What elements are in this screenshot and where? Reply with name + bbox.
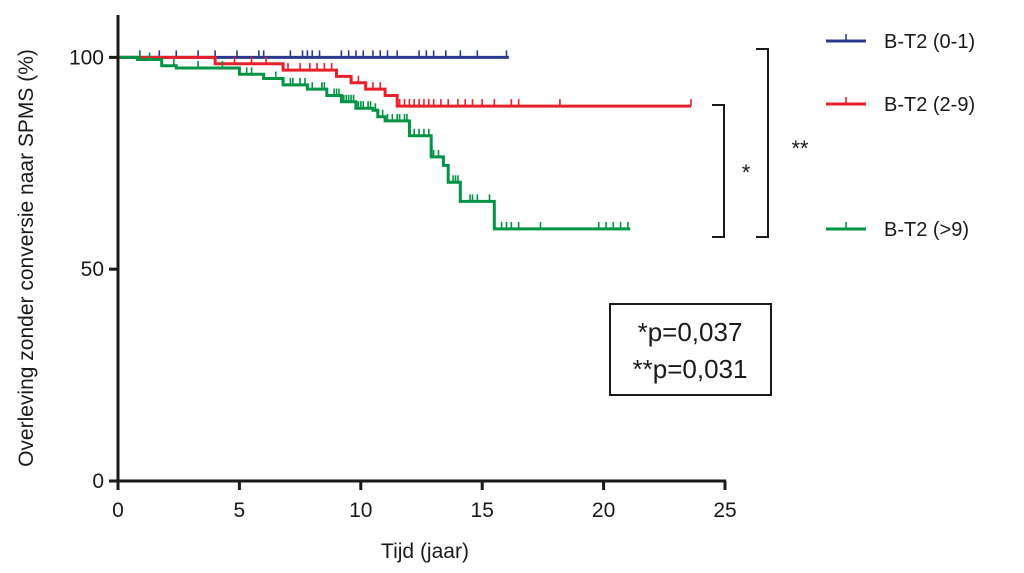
x-tick-label: 5: [234, 499, 246, 522]
x-tick-label: 15: [471, 499, 494, 522]
legend-item-b-t2-0-1: B-T2 (0-1): [826, 31, 975, 53]
series-b-t2-9: [118, 52, 631, 231]
legend-label: B-T2 (>9): [884, 219, 969, 241]
p-value-line-2: **p=0,031: [633, 354, 748, 384]
p-value-box: *p=0,037 **p=0,031: [609, 303, 772, 396]
significance-brackets: * **: [712, 48, 809, 238]
legend-item-b-t2-9: B-T2 (>9): [826, 219, 969, 241]
y-tick-label: 50: [81, 258, 104, 281]
x-axis-title: Tijd (jaar): [381, 540, 469, 563]
p-value-line-1: *p=0,037: [638, 317, 743, 347]
x-tick-label: 10: [349, 499, 372, 522]
y-axis-title: Overleving zonder conversie naar SPMS (%…: [15, 49, 38, 467]
significance-star-double: **: [791, 136, 809, 161]
y-tick-label: 0: [92, 470, 104, 493]
legend-label: B-T2 (0-1): [884, 31, 975, 53]
significance-star-single: *: [742, 160, 751, 185]
series-line-b-t2-9: [118, 55, 631, 231]
series-line-b-t2-2-9: [118, 55, 691, 108]
x-tick-label: 25: [713, 499, 736, 522]
legend-label: B-T2 (2-9): [884, 94, 975, 116]
x-tick-label: 20: [592, 499, 615, 522]
x-tick-label: 0: [112, 499, 124, 522]
axes: Tijd (jaar) Overleving zonder conversie …: [15, 15, 737, 563]
legend-item-b-t2-2-9: B-T2 (2-9): [826, 94, 975, 116]
legend: B-T2 (0-1) B-T2 (2-9) B-T2 (>9): [826, 31, 975, 241]
y-tick-label: 100: [69, 46, 104, 69]
bracket-single: [712, 104, 725, 238]
p-value-box-border: [609, 303, 772, 396]
plot-area: [118, 50, 692, 231]
bracket-double: [756, 48, 769, 238]
series-b-t2-2-9: [118, 55, 692, 108]
